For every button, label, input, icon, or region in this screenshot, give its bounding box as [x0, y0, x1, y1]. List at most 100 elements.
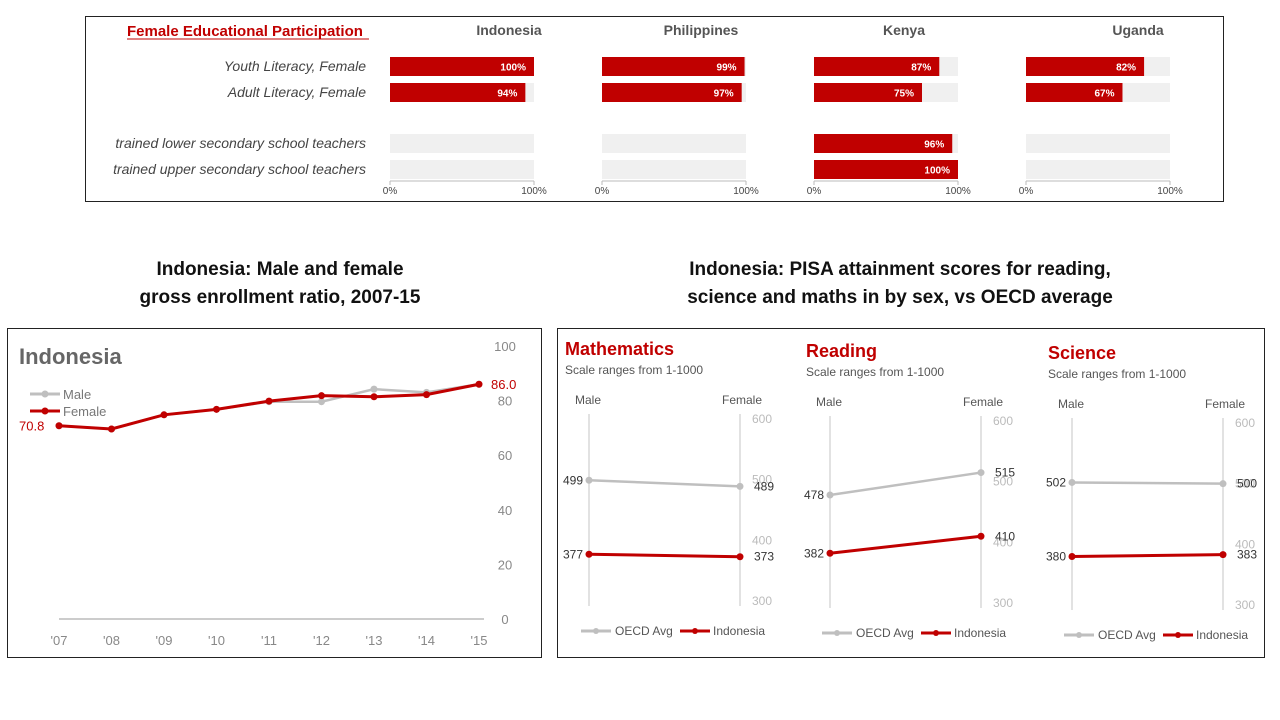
value-label-male: 380: [1046, 549, 1066, 563]
y-tick-label: 400: [1235, 537, 1255, 551]
x-tick-label: '07: [51, 633, 68, 648]
y-tick-label: 60: [498, 448, 512, 463]
point-female: [55, 422, 63, 430]
value-label-male: 382: [804, 546, 824, 560]
point-male: [370, 385, 378, 393]
point-female: [475, 380, 483, 388]
x-tick-label: 100%: [945, 186, 971, 197]
y-tick-label: 400: [993, 535, 1013, 549]
value-label-female: 383: [1237, 548, 1257, 562]
series-line-indonesia: [829, 534, 982, 555]
female-participation-panel: Female Educational Participation Youth Li…: [85, 16, 1224, 202]
bar-label: 82%: [1116, 63, 1136, 74]
x-tick-label: 0%: [1019, 186, 1034, 197]
point-female: [318, 392, 325, 400]
point-female: [265, 397, 273, 405]
legend-marker: [1076, 632, 1082, 638]
pisa-mathematics-panel: Mathematics Scale ranges from 1-1000 Male F…: [563, 339, 774, 638]
value-label-female: 489: [754, 479, 774, 493]
y-tick-label: 0: [501, 612, 508, 627]
bar-philippines-1: [602, 83, 742, 102]
legend-marker: [933, 630, 939, 636]
legend-marker: [41, 407, 49, 415]
pisa-panel: Mathematics Scale ranges from 1-1000 Male F…: [557, 328, 1265, 658]
pisa-subtitle: Scale ranges from 1-1000: [806, 365, 944, 379]
x-tick-label: 100%: [733, 186, 759, 197]
x-tick-label: '11: [261, 633, 277, 648]
series-line-oecd-avg: [1071, 481, 1224, 485]
bar-uganda-0: [1026, 57, 1145, 76]
pisa-title: Reading: [806, 341, 877, 361]
pisa-title: Mathematics: [565, 339, 674, 359]
y-tick-label: 300: [752, 594, 772, 608]
series-line-oecd-avg: [588, 479, 741, 488]
point-indonesia-female: [1219, 551, 1227, 559]
point-indonesia-male: [585, 550, 593, 558]
point-indonesia-male: [1068, 552, 1076, 560]
y-tick-label: 80: [498, 394, 512, 409]
legend-label-indonesia: Indonesia: [713, 624, 765, 638]
x-tick-label: '10: [208, 633, 225, 648]
bar-kenya-3: [814, 160, 958, 179]
legend-label-indonesia: Indonesia: [954, 626, 1006, 640]
point-female: [423, 391, 430, 399]
x-tick-label: 0%: [383, 186, 398, 197]
x-tick-label: 100%: [521, 186, 547, 197]
x-tick-label: '13: [366, 633, 383, 648]
bar-track: [1026, 160, 1170, 179]
point-oecd-avg-male: [826, 491, 834, 499]
point-oecd-avg-female: [736, 482, 744, 490]
bar-label: 96%: [924, 140, 944, 151]
x-tick-label: 0%: [595, 186, 610, 197]
legend-label-oecd-avg: OECD Avg: [615, 624, 673, 638]
bar-kenya-0: [814, 57, 940, 76]
chart-title: Female Educational Participation: [127, 23, 363, 40]
bar-label: 99%: [717, 63, 737, 74]
enrollment-heading: Indonesia: Male and female gross enrollm…: [80, 256, 480, 312]
point-indonesia-female: [736, 553, 744, 561]
value-label-male: 377: [563, 547, 583, 561]
country-header-philippines: Philippines: [664, 22, 739, 38]
y-tick-label: 500: [752, 473, 772, 487]
point-indonesia-female: [977, 532, 985, 540]
series-line-indonesia: [1071, 553, 1224, 558]
point-oecd-avg-male: [585, 476, 593, 484]
pisa-heading-line2: science and maths in by sex, vs OECD ave…: [687, 287, 1113, 308]
bar-label: 100%: [500, 63, 526, 74]
bar-kenya-1: [814, 83, 922, 102]
point-indonesia-male: [826, 549, 834, 557]
country-header-kenya: Kenya: [883, 22, 925, 38]
bar-label: 75%: [894, 89, 914, 100]
pisa-heading: Indonesia: PISA attainment scores for re…: [620, 256, 1180, 312]
category-label-male: Male: [1058, 397, 1084, 411]
bar-label: 87%: [911, 63, 931, 74]
legend-label-indonesia: Indonesia: [1196, 628, 1248, 642]
y-tick-label: 600: [1235, 416, 1255, 430]
legend-label-oecd-avg: OECD Avg: [1098, 628, 1156, 642]
point-oecd-avg-male: [1068, 478, 1076, 486]
pisa-heading-line1: Indonesia: PISA attainment scores for re…: [689, 259, 1111, 280]
panel-title: Indonesia: [19, 344, 122, 369]
x-tick-label: '09: [156, 633, 173, 648]
row-label-trained-lower-secondary-school: trained lower secondary school teachers: [115, 135, 366, 151]
y-tick-label: 600: [993, 414, 1013, 428]
legend-marker: [593, 628, 599, 634]
pisa-subtitle: Scale ranges from 1-1000: [1048, 367, 1186, 381]
bar-indonesia-1: [390, 83, 526, 102]
bar-label: 97%: [714, 89, 734, 100]
bar-track: [390, 160, 534, 179]
x-tick-label: 100%: [1157, 186, 1183, 197]
row-label-trained-upper-secondary-school: trained upper secondary school teachers: [113, 161, 366, 177]
x-tick-label: '12: [313, 633, 330, 648]
series-line-oecd-avg: [829, 471, 982, 497]
legend-marker: [41, 390, 49, 398]
x-tick-label: '15: [471, 633, 488, 648]
row-label-adult-literacy-female: Adult Literacy, Female: [227, 84, 366, 100]
x-tick-label: 0%: [807, 186, 822, 197]
category-label-female: Female: [963, 395, 1003, 409]
point-female: [213, 405, 220, 413]
bar-track: [1026, 134, 1170, 153]
row-label-youth-literacy-female: Youth Literacy, Female: [224, 58, 366, 74]
pisa-subtitle: Scale ranges from 1-1000: [565, 363, 703, 377]
value-label-female: 410: [995, 529, 1015, 543]
